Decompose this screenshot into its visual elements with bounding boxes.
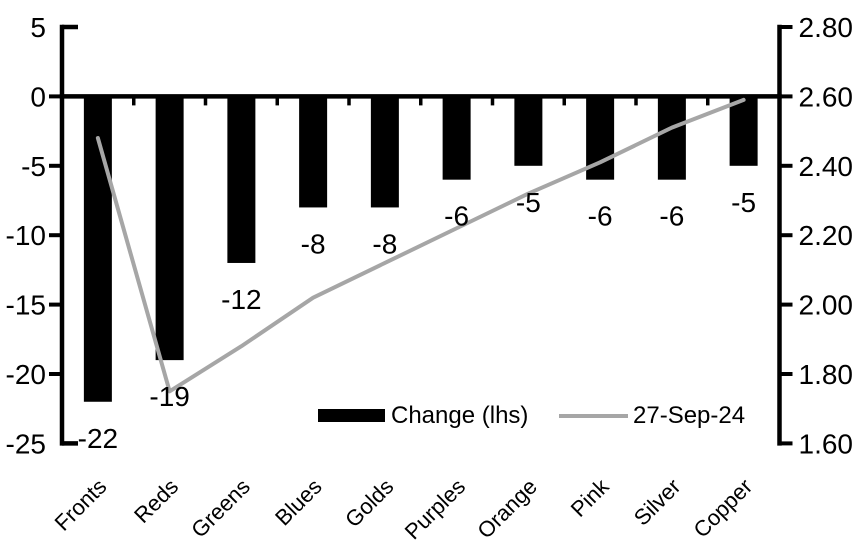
bar-copper <box>729 96 758 166</box>
right-axis-label: 2.60 <box>799 81 852 112</box>
left-axis-label: -5 <box>21 151 46 182</box>
category-label-orange: Orange <box>472 474 542 544</box>
right-axis-label: 2.00 <box>799 290 852 321</box>
bar-data-label: -8 <box>372 228 397 259</box>
left-axis-label: -10 <box>6 220 46 251</box>
bar-data-label: -8 <box>301 228 326 259</box>
bar-greens <box>227 96 256 263</box>
right-axis-label: 1.80 <box>799 359 852 390</box>
bar-silver <box>657 96 686 180</box>
bar-data-label: -6 <box>659 201 684 232</box>
left-axis-label: 0 <box>30 81 46 112</box>
category-label-reds: Reds <box>129 474 183 528</box>
right-axis-label: 2.40 <box>799 151 852 182</box>
bar-reds <box>155 96 184 361</box>
left-axis-label: -25 <box>6 428 46 459</box>
bar-orange <box>514 96 543 166</box>
left-axis-label: 5 <box>30 12 46 43</box>
bar-data-label: -6 <box>588 201 613 232</box>
category-label-purples: Purples <box>400 474 470 544</box>
bar-blues <box>299 96 328 208</box>
legend-bar-label: Change (lhs) <box>391 402 529 429</box>
legend-line-label: 27-Sep-24 <box>633 402 746 429</box>
right-axis-label: 1.60 <box>799 428 852 459</box>
bar-data-label: -19 <box>149 381 189 412</box>
left-axis-label: -20 <box>6 359 46 390</box>
category-label-greens: Greens <box>186 474 255 543</box>
bar-data-label: -5 <box>516 187 541 218</box>
bar-data-label: -5 <box>731 187 756 218</box>
bar-data-label: -12 <box>221 284 261 315</box>
legend-line-swatch <box>559 414 628 418</box>
bar-purples <box>442 96 471 180</box>
legend-bar-swatch <box>318 409 385 422</box>
bar-golds <box>370 96 399 208</box>
category-label-pink: Pink <box>566 473 615 522</box>
category-label-fronts: Fronts <box>50 474 112 536</box>
line-series <box>95 97 746 394</box>
category-label-silver: Silver <box>629 474 686 531</box>
left-axis-label: -15 <box>6 290 46 321</box>
right-axis-label: 2.20 <box>799 220 852 251</box>
category-label-copper: Copper <box>688 474 757 543</box>
category-label-blues: Blues <box>270 474 327 531</box>
right-axis-label: 2.80 <box>799 12 852 43</box>
category-label-golds: Golds <box>340 474 398 532</box>
bar-fronts <box>83 96 112 402</box>
bar-data-label: -22 <box>78 423 118 454</box>
bar-data-label: -6 <box>444 201 469 232</box>
